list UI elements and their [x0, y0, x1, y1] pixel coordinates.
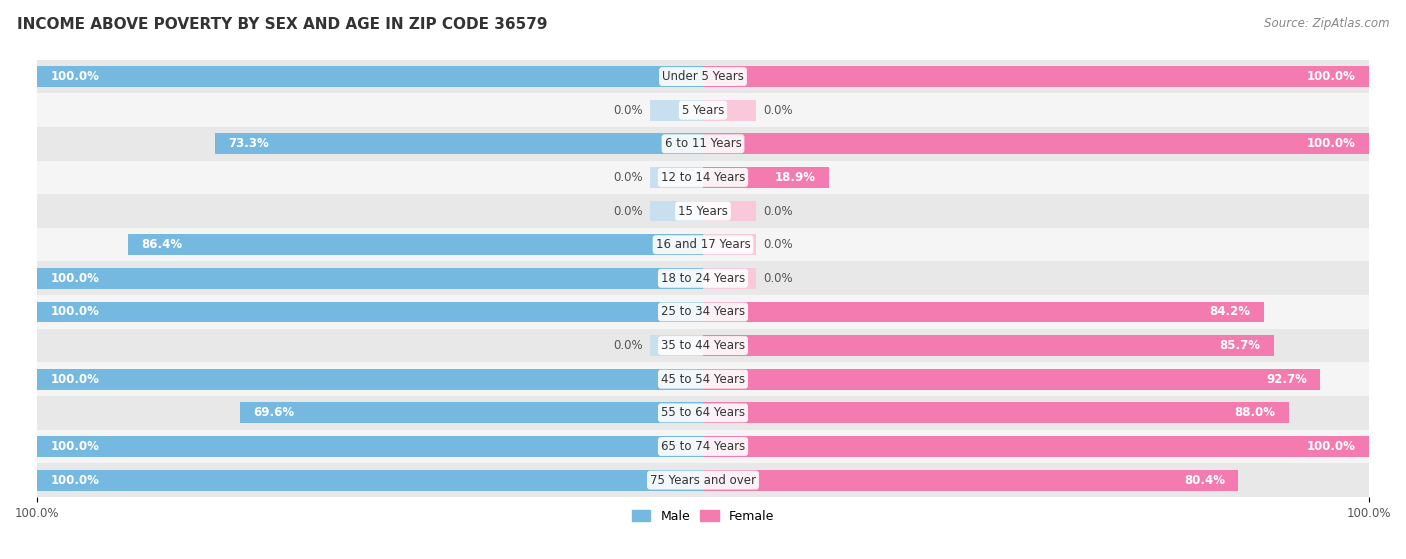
Text: 15 Years: 15 Years: [678, 205, 728, 217]
Bar: [37, 262, 1369, 295]
Text: 86.4%: 86.4%: [141, 238, 183, 251]
Bar: [37, 66, 703, 87]
Text: 84.2%: 84.2%: [1209, 305, 1250, 319]
Bar: [37, 329, 1369, 362]
Bar: [37, 268, 703, 289]
Text: 100.0%: 100.0%: [51, 70, 100, 83]
Bar: [37, 127, 1369, 160]
Bar: [37, 430, 1369, 463]
Text: 16 and 17 Years: 16 and 17 Years: [655, 238, 751, 251]
Bar: [650, 167, 703, 188]
Bar: [703, 335, 1274, 356]
Bar: [703, 268, 756, 289]
Bar: [37, 228, 1369, 262]
Text: 18.9%: 18.9%: [775, 171, 815, 184]
Bar: [37, 436, 703, 457]
Text: 69.6%: 69.6%: [253, 406, 294, 419]
Text: 18 to 24 Years: 18 to 24 Years: [661, 272, 745, 285]
Text: 73.3%: 73.3%: [228, 138, 269, 150]
Text: 92.7%: 92.7%: [1265, 373, 1306, 386]
Bar: [37, 93, 1369, 127]
Bar: [215, 134, 703, 154]
Bar: [239, 402, 703, 423]
Text: 55 to 64 Years: 55 to 64 Years: [661, 406, 745, 419]
Bar: [37, 470, 703, 490]
Text: 65 to 74 Years: 65 to 74 Years: [661, 440, 745, 453]
Bar: [703, 436, 1369, 457]
Text: 5 Years: 5 Years: [682, 103, 724, 117]
Text: 0.0%: 0.0%: [613, 103, 643, 117]
Text: 0.0%: 0.0%: [763, 205, 793, 217]
Text: Under 5 Years: Under 5 Years: [662, 70, 744, 83]
Text: 0.0%: 0.0%: [613, 339, 643, 352]
Text: 100.0%: 100.0%: [51, 272, 100, 285]
Bar: [703, 167, 828, 188]
Text: 0.0%: 0.0%: [613, 171, 643, 184]
Bar: [703, 369, 1320, 390]
Bar: [703, 402, 1289, 423]
Text: 100.0%: 100.0%: [1306, 440, 1355, 453]
Text: 100.0%: 100.0%: [1306, 138, 1355, 150]
Bar: [650, 201, 703, 221]
Bar: [37, 160, 1369, 194]
Text: 80.4%: 80.4%: [1184, 473, 1225, 486]
Bar: [37, 295, 1369, 329]
Text: 6 to 11 Years: 6 to 11 Years: [665, 138, 741, 150]
Bar: [37, 396, 1369, 430]
Text: 45 to 54 Years: 45 to 54 Years: [661, 373, 745, 386]
Bar: [703, 234, 756, 255]
Bar: [37, 301, 703, 323]
Text: INCOME ABOVE POVERTY BY SEX AND AGE IN ZIP CODE 36579: INCOME ABOVE POVERTY BY SEX AND AGE IN Z…: [17, 17, 547, 32]
Bar: [650, 100, 703, 121]
Legend: Male, Female: Male, Female: [627, 505, 779, 528]
Text: 100.0%: 100.0%: [51, 473, 100, 486]
Bar: [650, 335, 703, 356]
Text: 85.7%: 85.7%: [1219, 339, 1260, 352]
Text: 100.0%: 100.0%: [51, 440, 100, 453]
Text: 0.0%: 0.0%: [763, 272, 793, 285]
Text: 0.0%: 0.0%: [763, 103, 793, 117]
Bar: [703, 100, 756, 121]
Bar: [128, 234, 703, 255]
Bar: [37, 362, 1369, 396]
Bar: [703, 134, 1369, 154]
Text: 75 Years and over: 75 Years and over: [650, 473, 756, 486]
Text: 12 to 14 Years: 12 to 14 Years: [661, 171, 745, 184]
Text: 25 to 34 Years: 25 to 34 Years: [661, 305, 745, 319]
Text: 0.0%: 0.0%: [763, 238, 793, 251]
Text: 100.0%: 100.0%: [51, 373, 100, 386]
Text: Source: ZipAtlas.com: Source: ZipAtlas.com: [1264, 17, 1389, 30]
Text: 100.0%: 100.0%: [1306, 70, 1355, 83]
Text: 100.0%: 100.0%: [51, 305, 100, 319]
Text: 0.0%: 0.0%: [613, 205, 643, 217]
Bar: [703, 201, 756, 221]
Text: 88.0%: 88.0%: [1234, 406, 1275, 419]
Bar: [37, 369, 703, 390]
Bar: [703, 470, 1239, 490]
Bar: [703, 301, 1264, 323]
Bar: [37, 60, 1369, 93]
Bar: [37, 194, 1369, 228]
Bar: [37, 463, 1369, 497]
Bar: [703, 66, 1369, 87]
Text: 35 to 44 Years: 35 to 44 Years: [661, 339, 745, 352]
